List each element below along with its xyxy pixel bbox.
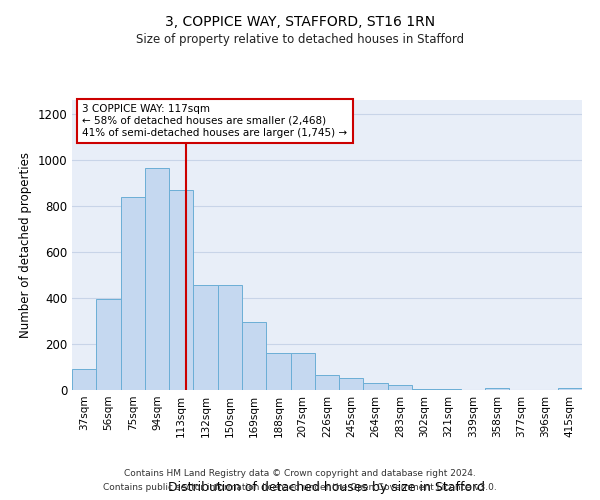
Bar [266, 353, 290, 390]
Bar [169, 190, 193, 390]
Bar [193, 286, 218, 390]
X-axis label: Distribution of detached houses by size in Stafford: Distribution of detached houses by size … [169, 482, 485, 494]
Bar [485, 388, 509, 390]
Bar [388, 386, 412, 390]
Text: Size of property relative to detached houses in Stafford: Size of property relative to detached ho… [136, 32, 464, 46]
Bar [290, 353, 315, 390]
Text: Contains public sector information licensed under the Open Government Licence v3: Contains public sector information licen… [103, 484, 497, 492]
Bar [339, 378, 364, 390]
Bar [315, 375, 339, 390]
Bar [145, 168, 169, 390]
Bar [558, 388, 582, 390]
Bar [96, 299, 121, 390]
Y-axis label: Number of detached properties: Number of detached properties [19, 152, 32, 338]
Text: 3 COPPICE WAY: 117sqm
← 58% of detached houses are smaller (2,468)
41% of semi-d: 3 COPPICE WAY: 117sqm ← 58% of detached … [82, 104, 347, 138]
Bar [72, 370, 96, 390]
Bar [364, 383, 388, 390]
Text: Contains HM Land Registry data © Crown copyright and database right 2024.: Contains HM Land Registry data © Crown c… [124, 468, 476, 477]
Bar [242, 322, 266, 390]
Bar [121, 196, 145, 390]
Text: 3, COPPICE WAY, STAFFORD, ST16 1RN: 3, COPPICE WAY, STAFFORD, ST16 1RN [165, 15, 435, 29]
Bar [436, 389, 461, 390]
Bar [218, 286, 242, 390]
Bar [412, 389, 436, 390]
